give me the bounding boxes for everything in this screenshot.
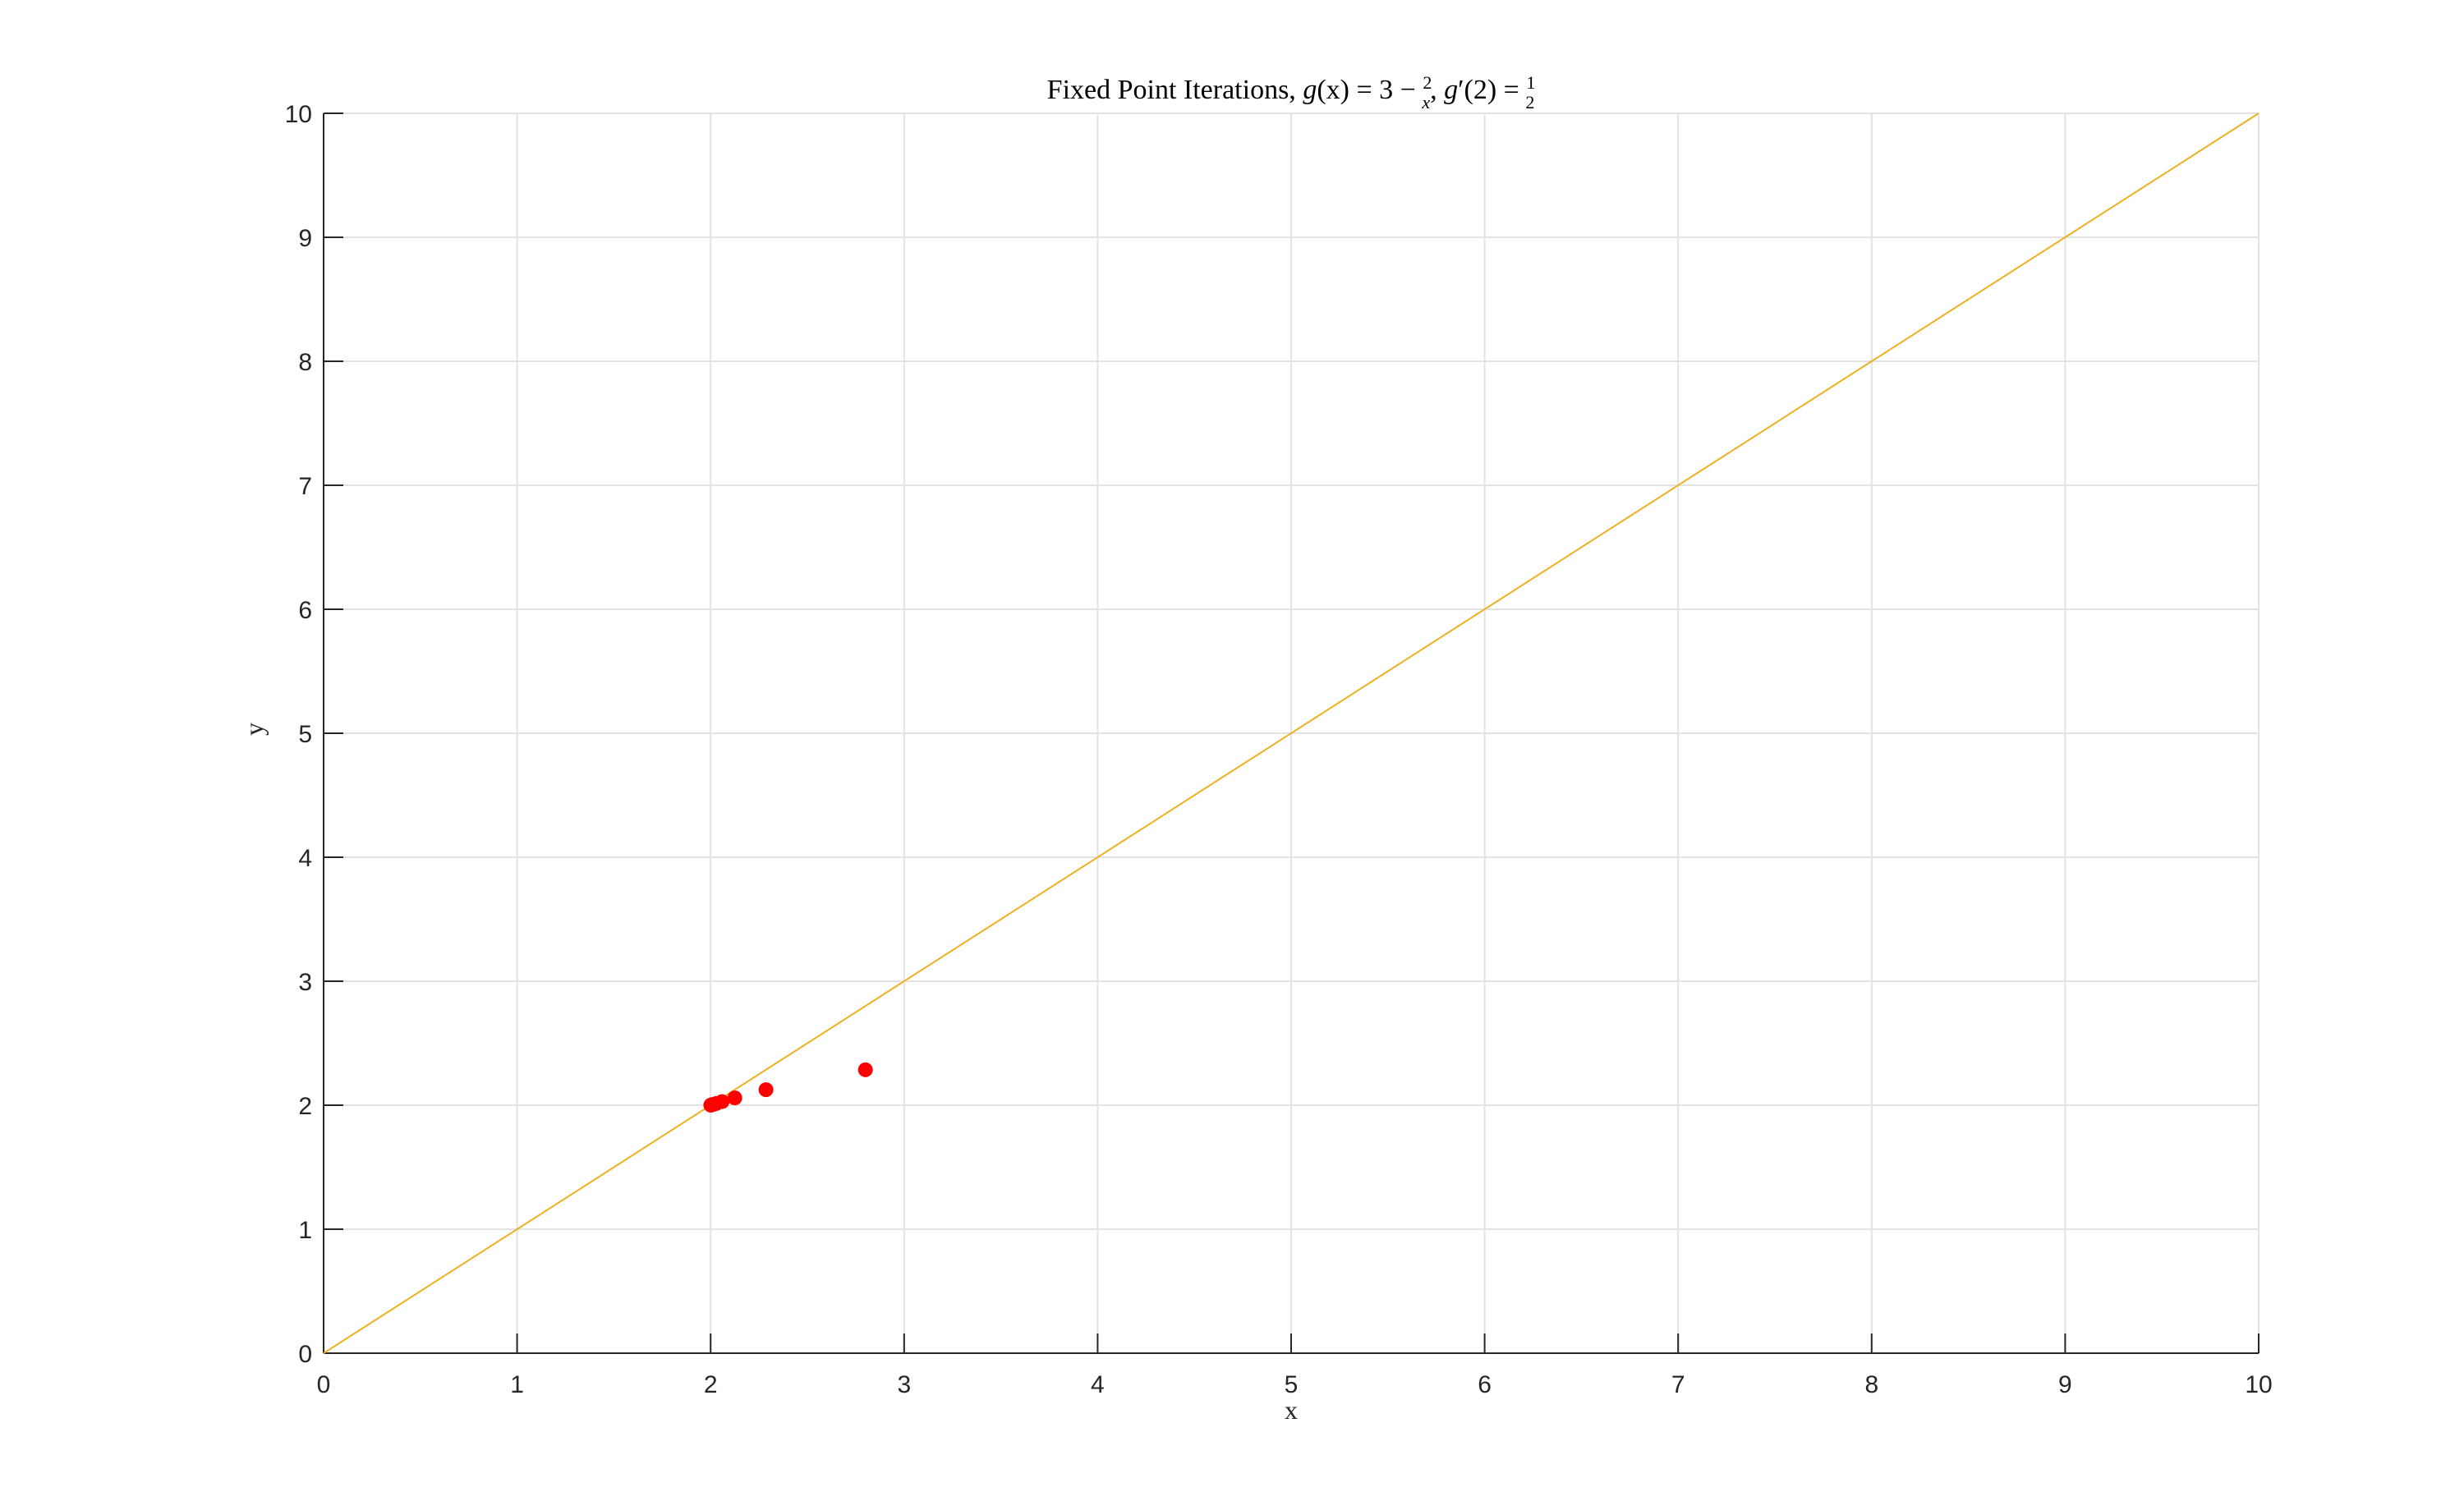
title-frac2-den: 2 (1525, 92, 1534, 112)
series-line-y-equals-x (323, 112, 2259, 1354)
x-tick-label: 6 (1478, 1371, 1492, 1398)
axes (323, 112, 2259, 1354)
y-tick-label: 9 (298, 225, 312, 252)
x-tick-label: 3 (897, 1371, 911, 1398)
tick-labels: 0 1 2 3 4 5 6 7 8 9 10 0 1 2 3 4 5 6 7 8 9 10 (285, 101, 2273, 1398)
y-tick-label: 7 (298, 473, 312, 500)
title-prefix: Fixed Point Iterations, (1047, 75, 1303, 105)
y-tick-label: 10 (285, 101, 312, 128)
title-x1: (x) = 3 − (1317, 75, 1423, 105)
title-x2: ′(2) = (1458, 75, 1526, 105)
x-tick-label: 10 (2245, 1371, 2272, 1398)
x-tick-label: 9 (2058, 1371, 2072, 1398)
data-point (758, 1082, 774, 1098)
data-point (857, 1062, 873, 1077)
data-point (727, 1090, 742, 1106)
y-axis-label: y (239, 723, 269, 736)
title-frac2-num: 1 (1526, 72, 1535, 93)
plot-series (323, 112, 2259, 1354)
data-point (703, 1097, 719, 1113)
x-tick-label: 4 (1091, 1371, 1105, 1398)
title-g: g (1303, 75, 1317, 105)
y-tick-label: 6 (298, 597, 312, 624)
x-tick-label: 2 (704, 1371, 718, 1398)
chart-title: Fixed Point Iterations, g(x) = 3 − 2 x, g… (1047, 72, 1536, 112)
x-tick-label: 7 (1671, 1371, 1685, 1398)
x-axis-label: x (1285, 1395, 1298, 1425)
y-tick-label: 8 (298, 349, 312, 376)
title-sep: , (1430, 75, 1444, 105)
y-tick-label: 1 (298, 1217, 312, 1244)
title-g2: g (1444, 75, 1458, 105)
grid (323, 112, 2259, 1354)
y-tick-label: 5 (298, 721, 312, 748)
x-tick-label: 5 (1285, 1371, 1299, 1398)
title-frac1-den: x (1421, 92, 1430, 112)
y-tick-label: 4 (298, 845, 312, 872)
x-tick-label: 1 (510, 1371, 524, 1398)
x-tick-label: 8 (1864, 1371, 1878, 1398)
y-tick-label: 2 (298, 1093, 312, 1120)
y-tick-label: 0 (298, 1341, 312, 1368)
x-tick-label: 0 (317, 1371, 331, 1398)
title-frac1-num: 2 (1423, 72, 1432, 93)
y-tick-label: 3 (298, 969, 312, 996)
